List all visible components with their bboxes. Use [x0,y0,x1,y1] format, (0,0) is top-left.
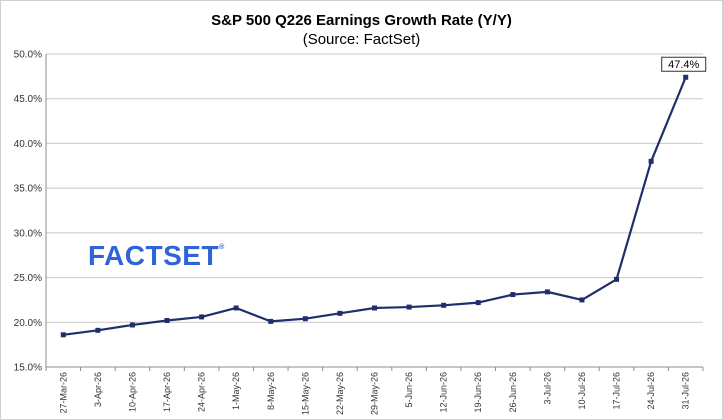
y-tick-label: 20.0% [14,318,42,329]
data-point [95,327,101,333]
data-point [164,317,170,323]
x-tick-label: 19-Jun-26 [473,372,483,413]
x-tick-label: 10-Apr-26 [127,372,137,412]
data-point [406,304,412,310]
x-tick-label: 5-Jun-26 [404,372,414,408]
data-point [683,74,689,80]
x-tick-label: 12-Jun-26 [439,372,449,413]
x-tick-label: 3-Apr-26 [93,372,103,407]
chart-title: S&P 500 Q226 Earnings Growth Rate (Y/Y) [211,12,512,29]
data-point [302,316,308,322]
chart-subtitle: (Source: FactSet) [302,31,421,48]
data-point [268,318,274,324]
x-tick-label: 8-May-26 [266,372,276,410]
data-point [199,314,205,320]
x-tick-label: 10-Jul-26 [577,372,587,410]
x-tick-label: 3-Jul-26 [542,372,552,405]
x-tick-label: 22-May-26 [335,372,345,415]
registered-mark: ® [219,244,225,251]
data-point [648,158,654,164]
x-tick-label: 1-May-26 [231,372,241,410]
data-point [614,276,620,282]
y-tick-label: 25.0% [14,273,42,284]
x-tick-label: 27-Mar-26 [58,372,68,414]
data-point [510,292,516,298]
y-tick-label: 15.0% [14,363,42,374]
data-point [337,310,343,316]
data-point [441,302,447,308]
x-tick-label: 24-Apr-26 [197,372,207,412]
x-tick-label: 17-Jul-26 [612,372,622,410]
data-point [372,305,377,311]
series-line [63,76,687,336]
y-tick-label: 50.0% [14,50,42,61]
x-tick-label: 17-Apr-26 [162,372,172,412]
factset-logo: FACTSET® [88,240,225,272]
x-tick-label: 15-May-26 [300,372,310,415]
annotation-label: 47.4% [668,59,699,71]
data-point [544,289,550,295]
data-point [129,322,135,328]
y-tick-label: 40.0% [14,139,42,150]
data-point [579,297,585,303]
y-tick-label: 30.0% [14,228,42,239]
data-point [60,332,66,338]
x-tick-label: 31-Jul-26 [681,372,691,410]
factset-logo-text: FACTSET [88,240,220,271]
y-tick-label: 45.0% [14,94,42,105]
annotation-box [661,56,707,72]
y-tick-label: 35.0% [14,184,42,195]
x-tick-label: 26-Jun-26 [508,372,518,413]
data-point [233,305,239,311]
x-tick-label: 29-May-26 [370,372,380,415]
data-point [475,300,481,306]
x-tick-label: 24-Jul-26 [646,372,656,410]
